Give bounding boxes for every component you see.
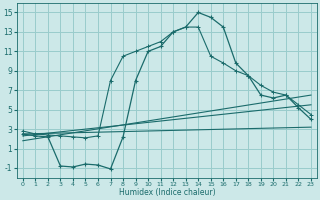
X-axis label: Humidex (Indice chaleur): Humidex (Indice chaleur) [119, 188, 215, 197]
